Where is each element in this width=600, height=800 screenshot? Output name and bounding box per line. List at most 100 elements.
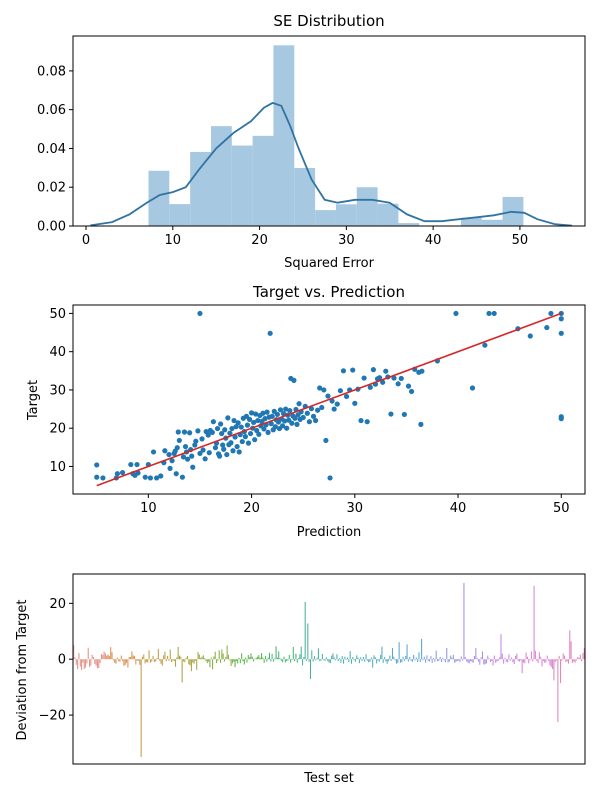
deviation-bar bbox=[497, 659, 499, 661]
deviation-bar bbox=[341, 656, 343, 660]
deviation-bar bbox=[385, 659, 387, 662]
deviation-bar bbox=[139, 659, 141, 665]
scatter-point bbox=[94, 474, 100, 480]
deviation-bar bbox=[291, 659, 293, 661]
deviation-bar bbox=[261, 653, 263, 660]
deviation-bar bbox=[111, 652, 113, 660]
scatter-point bbox=[255, 417, 261, 424]
deviation-bar bbox=[212, 659, 214, 670]
deviation-bar bbox=[489, 659, 491, 663]
deviation-bar bbox=[356, 655, 358, 660]
deviation-bar bbox=[467, 659, 469, 663]
y-axis-label: Target bbox=[26, 380, 41, 421]
deviation-bar bbox=[116, 657, 118, 660]
deviation-bar bbox=[237, 659, 239, 664]
deviation-bar bbox=[542, 659, 544, 662]
deviation-bar bbox=[82, 659, 84, 663]
scatter-point bbox=[193, 438, 199, 444]
deviation-bar bbox=[365, 654, 367, 660]
scatter-point bbox=[199, 436, 205, 442]
plot-frame bbox=[72, 304, 586, 495]
deviation-bar bbox=[243, 659, 245, 665]
deviation-bar bbox=[466, 659, 468, 662]
deviation-bar bbox=[77, 659, 79, 670]
deviation-bar bbox=[517, 659, 519, 661]
scatter-point bbox=[343, 393, 350, 400]
scatter-point bbox=[312, 417, 319, 424]
scatter-point bbox=[323, 437, 329, 444]
deviation-bar bbox=[500, 634, 502, 660]
deviation-bar bbox=[501, 653, 503, 660]
deviation-bar bbox=[382, 659, 384, 663]
deviation-bar bbox=[171, 659, 173, 663]
deviation-bar bbox=[208, 659, 210, 662]
scatter-point bbox=[200, 447, 206, 453]
deviation-bar bbox=[120, 655, 122, 660]
deviation-bar bbox=[145, 659, 147, 663]
deviation-bar bbox=[475, 648, 477, 660]
deviation-bar bbox=[73, 645, 75, 660]
deviation-bar bbox=[89, 659, 91, 668]
scatter-point bbox=[214, 425, 221, 432]
deviation-bar bbox=[323, 659, 325, 661]
deviation-bar bbox=[463, 582, 465, 660]
deviation-bar bbox=[270, 659, 272, 662]
scatter-point bbox=[280, 411, 287, 417]
deviation-bar bbox=[368, 659, 370, 663]
scatter-point bbox=[469, 385, 476, 391]
deviation-bar bbox=[75, 659, 77, 665]
deviation-bar bbox=[205, 659, 207, 662]
scatter-point bbox=[391, 375, 397, 381]
scatter-point bbox=[264, 409, 270, 415]
scatter-point bbox=[166, 451, 172, 458]
deviation-bar bbox=[488, 658, 490, 660]
deviation-bar bbox=[358, 659, 360, 664]
deviation-bar bbox=[74, 657, 76, 660]
deviation-bar bbox=[397, 659, 399, 663]
deviation-bar bbox=[333, 657, 335, 660]
deviation-bar bbox=[262, 657, 264, 660]
x-tick-label: 50 bbox=[553, 501, 570, 516]
deviation-bar bbox=[196, 659, 198, 670]
deviation-bar bbox=[305, 659, 308, 661]
deviation-bar bbox=[92, 656, 95, 660]
scatter-point bbox=[321, 387, 327, 393]
deviation-bar bbox=[286, 659, 288, 662]
deviation-bar bbox=[327, 659, 329, 661]
scatter-point bbox=[306, 419, 312, 425]
scatter-point bbox=[527, 333, 533, 339]
scatter-point bbox=[331, 406, 337, 412]
deviation-bar bbox=[448, 659, 450, 662]
deviation-bar bbox=[393, 656, 395, 660]
deviation-bar bbox=[104, 653, 106, 660]
deviation-bar bbox=[119, 659, 121, 662]
scatter-point bbox=[174, 445, 180, 451]
deviation-bar bbox=[515, 655, 517, 660]
deviation-bar bbox=[421, 638, 423, 660]
deviation-bar bbox=[168, 659, 170, 661]
deviation-bar bbox=[525, 652, 527, 660]
deviation-bar bbox=[557, 659, 559, 723]
scatter-point bbox=[154, 475, 160, 481]
deviation-bar bbox=[329, 659, 331, 664]
deviation-bar bbox=[128, 656, 130, 660]
y-tick-label: 50 bbox=[49, 307, 66, 322]
scatter-point bbox=[128, 461, 134, 468]
deviation-bar bbox=[409, 656, 411, 660]
deviation-bar bbox=[268, 652, 270, 660]
deviation-bar bbox=[143, 654, 145, 660]
histogram-bar bbox=[231, 145, 253, 226]
deviation-bar bbox=[567, 659, 569, 664]
deviation-bar bbox=[339, 658, 341, 660]
scatter-point bbox=[135, 470, 141, 476]
deviation-bar bbox=[553, 659, 555, 681]
deviation-bar bbox=[155, 659, 157, 662]
scatter-point bbox=[100, 475, 106, 481]
deviation-bar bbox=[417, 659, 419, 663]
scatter-point bbox=[350, 367, 356, 373]
deviation-bar bbox=[135, 659, 137, 665]
deviation-bar bbox=[452, 654, 454, 660]
deviation-bar bbox=[429, 659, 431, 662]
deviation-bar bbox=[332, 653, 334, 660]
